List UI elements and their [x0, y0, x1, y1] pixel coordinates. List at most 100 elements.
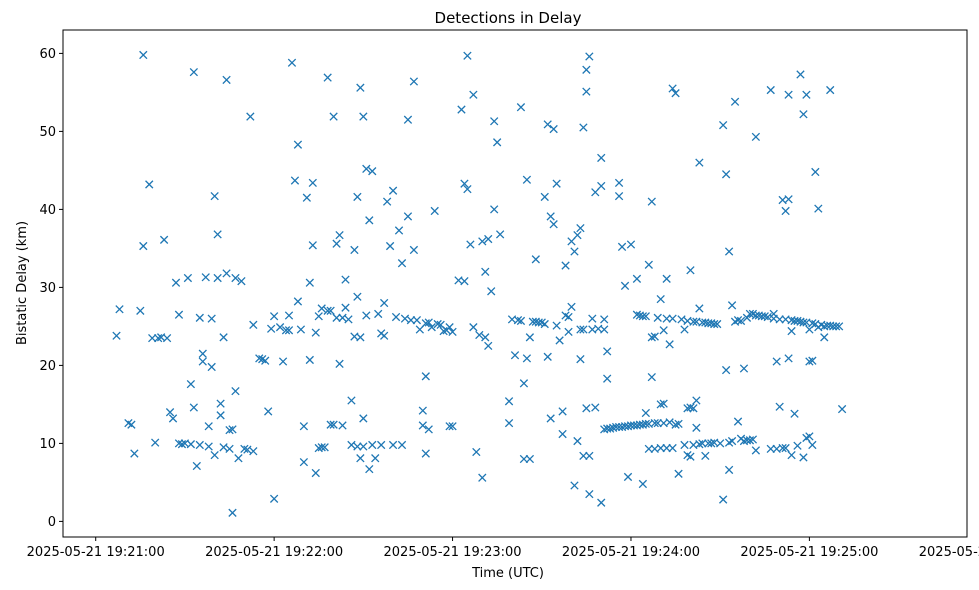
data-point — [368, 167, 377, 176]
data-point — [136, 306, 145, 315]
data-point — [787, 326, 796, 336]
data-point — [403, 212, 413, 221]
data-point — [320, 443, 329, 452]
data-point — [374, 309, 383, 319]
data-point — [546, 414, 555, 423]
data-point — [234, 454, 243, 463]
data-point — [781, 206, 790, 216]
data-point — [151, 438, 160, 447]
data-point — [516, 103, 526, 112]
data-point — [448, 422, 457, 431]
data-point — [397, 440, 407, 450]
data-point — [626, 240, 636, 249]
data-point — [335, 230, 344, 240]
x-tick-label: 2025-05-21 19:21:00 — [27, 545, 165, 560]
data-point — [540, 192, 549, 202]
data-point — [365, 216, 374, 225]
data-point — [736, 316, 746, 326]
data-point — [332, 313, 341, 322]
data-point — [216, 399, 225, 408]
data-point — [573, 230, 582, 240]
data-point — [620, 281, 630, 290]
data-point — [799, 110, 808, 119]
data-point — [112, 331, 121, 340]
data-point — [748, 435, 758, 444]
data-point — [775, 402, 784, 411]
data-point — [644, 444, 653, 454]
data-point — [582, 65, 591, 74]
data-point — [718, 121, 728, 130]
data-point — [326, 420, 335, 429]
data-point — [210, 450, 219, 460]
data-point — [665, 418, 674, 427]
data-point — [778, 443, 787, 453]
data-point — [641, 419, 651, 429]
data-point — [329, 420, 338, 429]
data-point — [739, 364, 749, 373]
data-point — [597, 498, 606, 507]
data-point — [481, 267, 490, 276]
data-point — [766, 85, 775, 95]
data-point — [204, 442, 213, 451]
data-point — [296, 325, 306, 334]
data-point — [605, 424, 615, 433]
data-point — [668, 443, 677, 453]
data-point — [293, 297, 303, 306]
data-point — [656, 294, 665, 304]
data-point — [656, 443, 665, 453]
data-point — [305, 355, 314, 365]
plot-area — [62, 29, 968, 538]
data-point — [695, 158, 704, 167]
data-point — [721, 365, 731, 375]
data-point — [772, 357, 781, 366]
data-point — [525, 454, 535, 464]
data-point — [266, 324, 276, 333]
data-point — [671, 420, 680, 429]
data-point — [255, 354, 264, 363]
data-point — [311, 468, 320, 478]
data-point — [710, 319, 719, 329]
data-point — [644, 260, 653, 269]
y-tick-label: 50 — [39, 125, 56, 140]
data-point — [299, 422, 309, 431]
data-point — [317, 443, 326, 452]
data-point — [701, 451, 710, 461]
data-point — [478, 473, 487, 482]
data-point — [531, 255, 540, 264]
data-point — [207, 362, 216, 372]
data-point — [445, 323, 454, 332]
data-point — [127, 420, 136, 429]
data-point — [463, 184, 472, 194]
data-point — [546, 212, 555, 221]
data-point — [597, 153, 606, 163]
chart-title: Detections in Delay — [435, 9, 582, 27]
data-point — [638, 312, 648, 321]
data-point — [576, 355, 585, 364]
data-point — [463, 51, 472, 60]
data-point — [418, 406, 427, 415]
data-point — [808, 440, 817, 450]
data-point — [802, 90, 811, 99]
data-point — [249, 320, 258, 329]
data-point — [243, 445, 252, 454]
data-points — [112, 50, 847, 517]
data-point — [278, 357, 288, 366]
data-point — [302, 193, 312, 202]
x-tick-label: 2025-05-21 19:22:00 — [205, 545, 343, 560]
data-point — [534, 318, 543, 327]
data-point — [686, 452, 695, 461]
data-point — [371, 454, 380, 463]
data-point — [680, 440, 689, 450]
data-point — [484, 234, 493, 244]
data-point — [385, 241, 395, 251]
data-point — [591, 403, 600, 412]
y-tick-label: 10 — [39, 437, 56, 452]
data-point — [365, 464, 374, 474]
data-point — [662, 314, 671, 323]
data-point — [338, 421, 347, 430]
data-point — [576, 325, 585, 334]
data-point — [549, 220, 558, 229]
data-point — [504, 397, 514, 406]
data-point — [567, 302, 576, 312]
data-point — [558, 407, 567, 416]
